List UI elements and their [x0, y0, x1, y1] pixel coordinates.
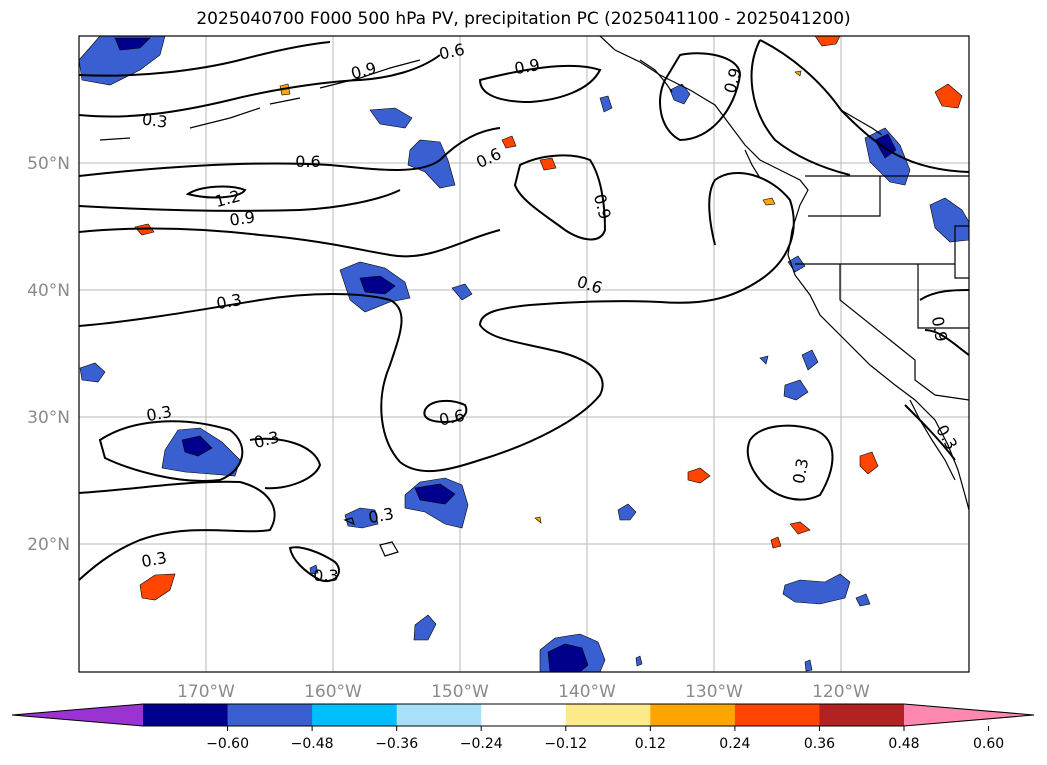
colorbar-tick-label: 0.36	[804, 736, 835, 752]
contour-label: 0.6	[295, 152, 320, 171]
negative-precip-patches	[79, 36, 969, 672]
lat-label: 40°N	[27, 281, 70, 301]
lon-label: 120°W	[812, 682, 870, 702]
contour-label: 0.3	[367, 504, 395, 527]
colorbar-segment	[565, 704, 651, 726]
colorbar-segment	[734, 704, 820, 726]
colorbar-outline	[11, 703, 1035, 727]
contour-label: 0.9	[720, 66, 745, 96]
contour-label: 1.2	[213, 186, 243, 211]
colorbar-segment	[650, 704, 736, 726]
contour-label: 0.3	[141, 109, 169, 131]
map-area: 0.6 0.9 0.9 0.9 0.3 0.6 0.6 1.2 0.9 0.9 …	[79, 36, 969, 672]
contour-label: 0.3	[145, 402, 173, 425]
positive-precip-patches	[134, 36, 963, 601]
colorbar-segment	[396, 704, 482, 726]
lon-label: 150°W	[431, 682, 489, 702]
lon-label: 170°W	[177, 682, 235, 702]
lat-label: 30°N	[27, 408, 70, 428]
colorbar-tick-label: −0.48	[291, 736, 334, 752]
contour-label: 0.9	[513, 55, 541, 78]
colorbar-tick-label: 0.24	[719, 736, 750, 752]
contour-label: 0.3	[252, 427, 282, 452]
colorbar-tick-label: −0.12	[544, 736, 587, 752]
contour-label: 0.6	[437, 406, 466, 430]
colorbar-segment	[143, 704, 229, 726]
map-frame	[78, 35, 970, 673]
contour-label: 0.9	[928, 315, 951, 343]
colorbar-tick-label: −0.36	[375, 736, 418, 752]
colorbar-tick-label: 0.12	[635, 736, 666, 752]
contour-label: 0.3	[789, 457, 812, 485]
colorbar-tick-label: 0.48	[888, 736, 919, 752]
colorbar-tick-label: 0.60	[973, 736, 1004, 752]
coastlines	[99, 36, 969, 557]
contour-label: 0.9	[590, 192, 615, 222]
colorbar-tick-label: −0.24	[460, 736, 503, 752]
colorbar-segment	[227, 704, 313, 726]
contour-label: 0.6	[437, 40, 466, 64]
colorbar-extend-low	[12, 704, 143, 726]
contour-label: 0.3	[313, 566, 338, 585]
lat-label: 50°N	[27, 154, 70, 174]
lat-label: 20°N	[27, 535, 70, 555]
lon-label: 160°W	[304, 682, 362, 702]
colorbar-segment	[481, 704, 567, 726]
lon-label: 140°W	[558, 682, 616, 702]
colorbar-segment	[819, 704, 905, 726]
map-title: 2025040700 F000 500 hPa PV, precipitatio…	[196, 9, 851, 29]
colorbar-segment	[312, 704, 398, 726]
lon-label: 130°W	[685, 682, 743, 702]
contour-label: 0.3	[140, 548, 168, 571]
longitude-labels: 170°W 160°W 150°W 140°W 130°W 120°W	[177, 682, 870, 702]
pv-contour-labels: 0.6 0.9 0.9 0.9 0.3 0.6 0.6 1.2 0.9 0.9 …	[140, 40, 961, 585]
contour-label: 0.3	[215, 290, 243, 313]
latitude-labels: 50°N 40°N 30°N 20°N	[27, 154, 70, 555]
contour-label: 0.3	[932, 421, 961, 453]
pv-contours	[79, 39, 969, 583]
contour-label: 0.6	[473, 144, 504, 172]
contour-label: 0.6	[575, 272, 605, 298]
contour-label: 0.9	[228, 207, 256, 229]
colorbar-tick-label: −0.60	[206, 736, 249, 752]
colorbar-extend-high	[904, 704, 1034, 726]
colorbar: −0.60 −0.48 −0.36 −0.24 −0.12 0.12 0.24 0.36 0.4…	[11, 703, 1035, 752]
